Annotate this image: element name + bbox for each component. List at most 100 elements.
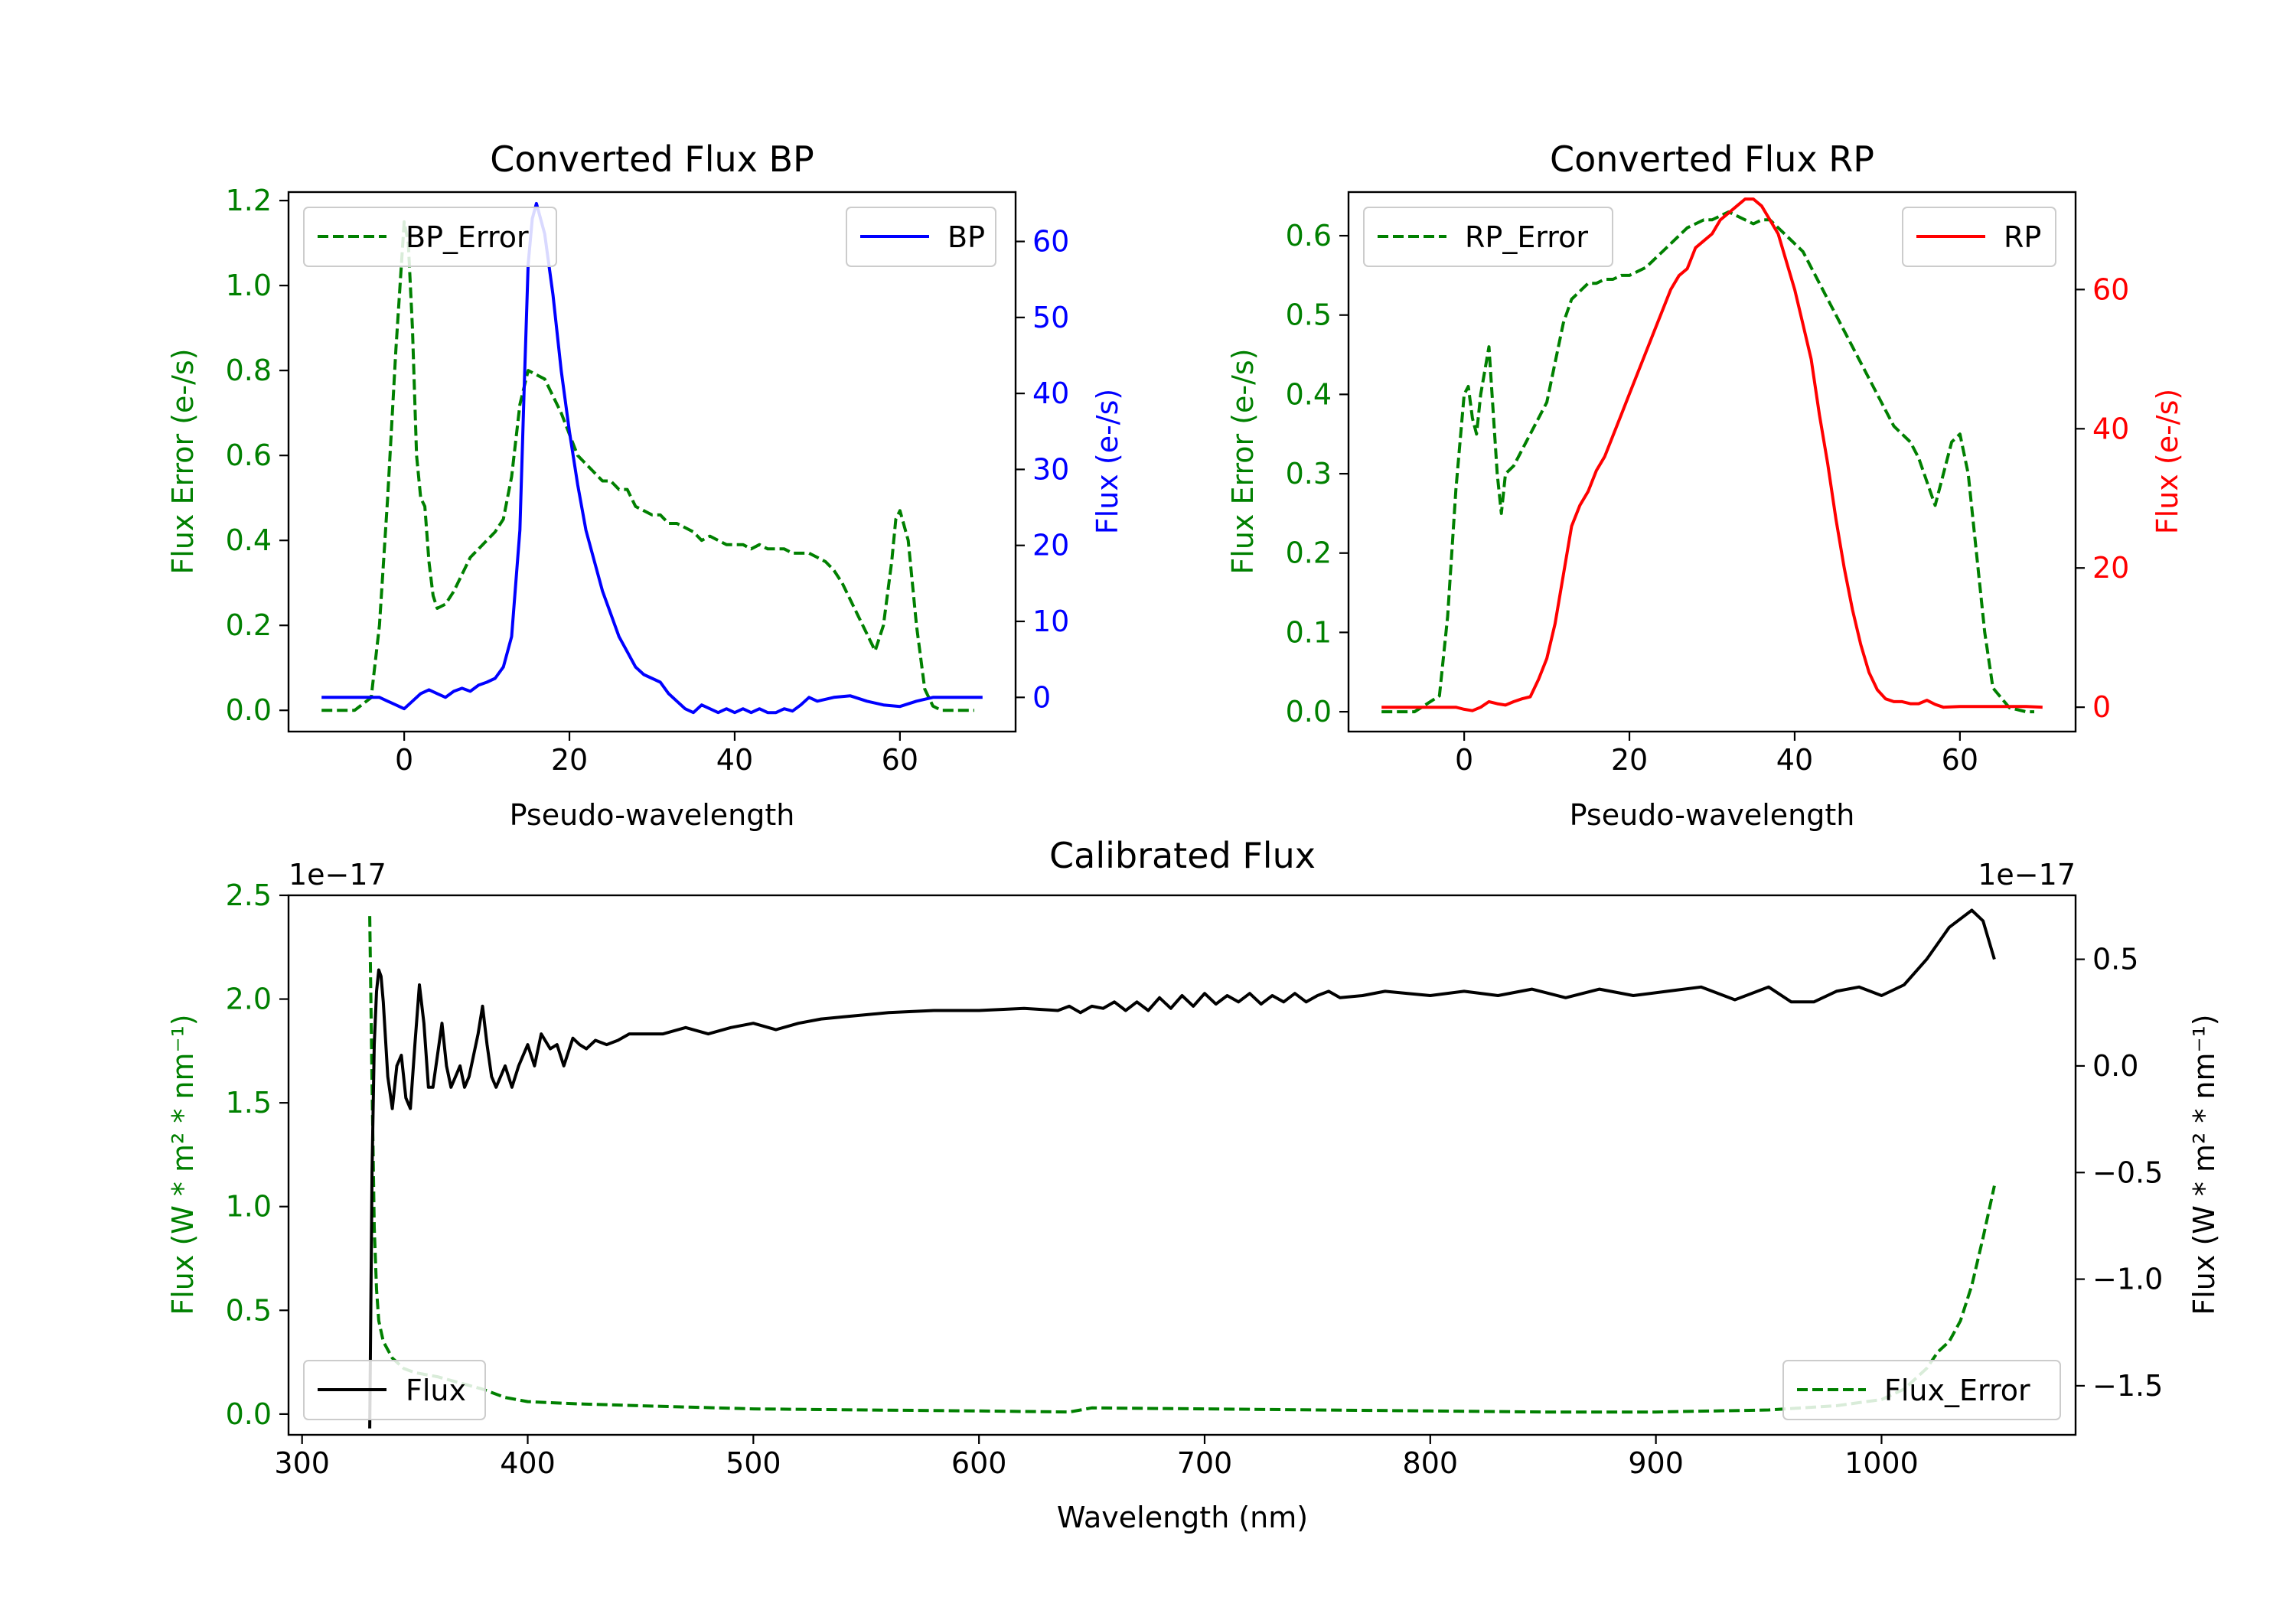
rp-x-tick-label: 60 bbox=[1942, 743, 1978, 777]
calibrated-left-y-ticks: 0.0 0.5 1.0 1.5 2.0 2.5 bbox=[226, 878, 289, 1431]
bp-left-y-tick-label: 0.0 bbox=[226, 693, 272, 727]
calibrated-x-tick-label: 600 bbox=[951, 1446, 1007, 1480]
rp-legend-left-label: RP_Error bbox=[1465, 220, 1588, 254]
calibrated-left-y-tick-label: 0.5 bbox=[226, 1293, 272, 1327]
rp-left-y-axis-label: Flux Error (e-/s) bbox=[1226, 348, 1260, 574]
rp-right-y-tick-label: 40 bbox=[2092, 412, 2129, 445]
rp-legend-left: RP_Error bbox=[1363, 207, 1613, 267]
rp-plot-frame bbox=[1347, 191, 2077, 733]
calibrated-right-y-tick-label: 0.5 bbox=[2092, 943, 2138, 976]
calibrated-x-tick-label: 1000 bbox=[1844, 1446, 1919, 1480]
calibrated-legend-right: Flux_Error bbox=[1782, 1360, 2061, 1420]
bp-right-y-tick-label: 50 bbox=[1032, 301, 1069, 334]
bp-left-y-tick-label: 1.0 bbox=[226, 269, 272, 302]
bp-right-y-axis-label: Flux (e-/s) bbox=[1091, 389, 1124, 534]
rp-series-layer bbox=[1381, 197, 2043, 714]
bp-series-bp-error bbox=[321, 220, 974, 712]
rp-left-y-tick-label: 0.1 bbox=[1286, 615, 1332, 649]
bp-x-tick-label: 20 bbox=[551, 743, 588, 777]
bp-plot-frame bbox=[287, 191, 1017, 733]
rp-x-ticks: 0 20 40 60 bbox=[1455, 732, 1978, 777]
bp-legend-left: BP_Error bbox=[303, 207, 557, 267]
calibrated-right-y-tick-label: −1.0 bbox=[2092, 1263, 2163, 1296]
calibrated-title: Calibrated Flux bbox=[1049, 835, 1316, 876]
rp-left-y-tick-label: 0.3 bbox=[1286, 457, 1332, 491]
rp-x-tick-label: 40 bbox=[1776, 743, 1813, 777]
bp-title: Converted Flux BP bbox=[490, 139, 814, 180]
calibrated-series-flux bbox=[368, 908, 1996, 1429]
calibrated-left-y-axis-label: Flux (W * m² * nm⁻¹) bbox=[166, 1014, 200, 1315]
rp-x-tick-label: 0 bbox=[1455, 743, 1473, 777]
calibrated-right-offset-label: 1e−17 bbox=[1978, 858, 2076, 892]
calibrated-x-ticks: 300 400 500 600 700 800 900 1000 bbox=[274, 1435, 1919, 1480]
rp-left-y-ticks: 0.0 0.1 0.2 0.3 0.4 0.5 0.6 bbox=[1286, 219, 1349, 729]
bp-panel: Converted Flux BP 0 20 40 60 0.00.20.40.60.… bbox=[166, 139, 1124, 832]
bp-series-layer bbox=[321, 201, 983, 715]
rp-legend-right: RP bbox=[1902, 207, 2056, 267]
calibrated-x-axis-label: Wavelength (nm) bbox=[1057, 1501, 1308, 1534]
calibrated-x-tick-label: 700 bbox=[1177, 1446, 1233, 1480]
bp-left-y-ticks: 0.0 0.2 0.4 0.6 0.8 1.0 1.2 bbox=[226, 184, 289, 727]
bp-x-tick-label: 0 bbox=[395, 743, 413, 777]
calibrated-legend-left-label: Flux bbox=[406, 1374, 466, 1407]
bp-x-tick-label: 40 bbox=[716, 743, 753, 777]
bp-legend-left-label: BP_Error bbox=[406, 220, 529, 254]
calibrated-right-y-axis-label: Flux (W * m² * nm⁻¹) bbox=[2187, 1014, 2221, 1315]
calibrated-x-tick-label: 800 bbox=[1403, 1446, 1459, 1480]
bp-right-y-tick-label: 20 bbox=[1032, 529, 1069, 562]
calibrated-left-y-tick-label: 2.0 bbox=[226, 983, 272, 1016]
calibrated-x-tick-label: 400 bbox=[500, 1446, 556, 1480]
calibrated-legend-right-label: Flux_Error bbox=[1884, 1374, 2030, 1407]
bp-plot: 0 20 40 60 0.0 0.2 0.4 0.6 0.8 1.0 1.2 0 10 20 30 40 5… bbox=[226, 184, 1070, 777]
rp-legend-right-label: RP bbox=[2004, 220, 2041, 254]
bp-x-tick-label: 60 bbox=[882, 743, 918, 777]
bp-x-axis-label: Pseudo-wavelength bbox=[510, 798, 795, 832]
calibrated-plot: 300 400 500 600 700 800 900 1000 0.0 0.5 1.0 1.5 2.… bbox=[226, 878, 2164, 1480]
rp-right-y-ticks: 0 20 40 60 bbox=[2076, 272, 2129, 724]
bp-right-y-tick-label: 60 bbox=[1032, 225, 1069, 259]
bp-right-y-ticks: 0 10 20 30 40 50 60 bbox=[1016, 225, 1069, 714]
bp-legend-left-box bbox=[303, 207, 557, 267]
calibrated-plot-frame bbox=[287, 894, 2077, 1436]
calibrated-panel: Calibrated Flux 1e−17 1e−17 300 400 500 600… bbox=[166, 835, 2221, 1534]
bp-right-y-tick-label: 0 bbox=[1032, 680, 1051, 714]
bp-right-y-tick-label: 10 bbox=[1032, 605, 1069, 638]
bp-left-y-tick-label: 1.2 bbox=[226, 184, 272, 217]
rp-x-tick-label: 20 bbox=[1611, 743, 1648, 777]
calibrated-right-y-tick-label: −0.5 bbox=[2092, 1156, 2163, 1189]
rp-panel: Converted Flux RP 0 20 40 60 0.00.10.20.30.… bbox=[1226, 139, 2184, 832]
calibrated-right-y-tick-label: 0.0 bbox=[2092, 1049, 2138, 1083]
calibrated-left-y-tick-label: 0.0 bbox=[226, 1397, 272, 1431]
calibrated-left-offset-label: 1e−17 bbox=[289, 858, 386, 892]
rp-series-rp bbox=[1381, 197, 2043, 712]
bp-legend-right: BP bbox=[846, 207, 996, 267]
bp-series-bp bbox=[321, 201, 983, 715]
rp-series-rp-error bbox=[1381, 210, 2034, 714]
calibrated-right-y-tick-label: −1.5 bbox=[2092, 1369, 2163, 1403]
bp-left-y-tick-label: 0.6 bbox=[226, 438, 272, 472]
bp-left-y-axis-label: Flux Error (e-/s) bbox=[166, 348, 200, 574]
rp-x-axis-label: Pseudo-wavelength bbox=[1570, 798, 1855, 832]
calibrated-legend-right-box bbox=[1782, 1360, 2061, 1420]
calibrated-left-y-tick-label: 1.5 bbox=[226, 1086, 272, 1120]
bp-left-y-tick-label: 0.2 bbox=[226, 608, 272, 642]
bp-left-y-tick-label: 0.8 bbox=[226, 354, 272, 387]
calibrated-x-tick-label: 500 bbox=[726, 1446, 781, 1480]
bp-legend-right-label: BP bbox=[947, 220, 985, 254]
calibrated-legend-left-box bbox=[303, 1360, 486, 1420]
bp-right-y-tick-label: 40 bbox=[1032, 376, 1069, 410]
calibrated-left-y-tick-label: 2.5 bbox=[226, 878, 272, 912]
rp-right-y-tick-label: 0 bbox=[2092, 690, 2111, 724]
rp-title: Converted Flux RP bbox=[1550, 139, 1874, 180]
rp-right-y-tick-label: 20 bbox=[2092, 551, 2129, 585]
rp-plot: 0 20 40 60 0.0 0.1 0.2 0.3 0.4 0.5 0.6 0 20 40 60 bbox=[1286, 191, 2129, 777]
rp-left-y-tick-label: 0.4 bbox=[1286, 377, 1332, 411]
calibrated-x-tick-label: 900 bbox=[1628, 1446, 1684, 1480]
bp-right-y-tick-label: 30 bbox=[1032, 452, 1069, 486]
rp-right-y-tick-label: 60 bbox=[2092, 272, 2129, 306]
rp-left-y-tick-label: 0.6 bbox=[1286, 219, 1332, 253]
bp-x-ticks: 0 20 40 60 bbox=[395, 732, 918, 777]
calibrated-legend-left: Flux bbox=[303, 1360, 486, 1420]
rp-legend-left-box bbox=[1363, 207, 1613, 267]
